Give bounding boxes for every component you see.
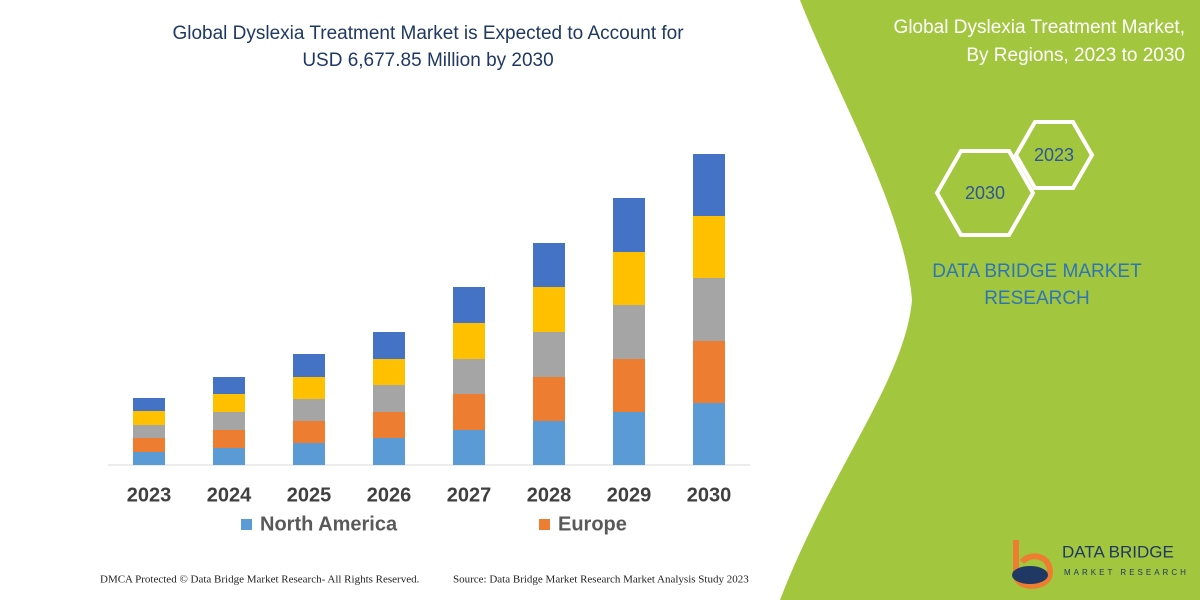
- x-tick-label: 2023: [127, 484, 172, 506]
- bar-segment: [693, 216, 725, 278]
- logo-name: DATA BRIDGE: [1062, 542, 1174, 561]
- bar-segment: [133, 398, 165, 411]
- x-tick-label: 2027: [447, 484, 492, 506]
- bar-segment: [293, 443, 325, 465]
- hexagon: [934, 149, 1036, 237]
- legend-label: North America: [260, 513, 398, 535]
- hexagon-label: 2030: [965, 183, 1005, 203]
- bar-segment: [533, 287, 565, 332]
- hexagon-label: 2023: [1034, 145, 1074, 165]
- bar-segment: [533, 243, 565, 287]
- bar-segment: [453, 323, 485, 359]
- bar-segment: [693, 154, 725, 216]
- bar-segment: [613, 359, 645, 412]
- bar-segment: [453, 394, 485, 430]
- bar-segment: [693, 341, 725, 403]
- brand-text: DATA BRIDGE MARKET: [932, 261, 1142, 282]
- bar-segment: [373, 385, 405, 412]
- bar-segment: [293, 377, 325, 399]
- legend-swatch: [241, 519, 252, 530]
- chart-title: Global Dyslexia Treatment Market is Expe…: [172, 23, 684, 44]
- logo-icon: [1012, 540, 1054, 589]
- side-title: Global Dyslexia Treatment Market,: [894, 17, 1185, 38]
- bar-segment: [293, 399, 325, 421]
- bar-segment: [373, 332, 405, 359]
- bar-segment: [453, 430, 485, 465]
- bar-segment: [453, 287, 485, 323]
- bar-segment: [133, 425, 165, 438]
- bar-segment: [533, 377, 565, 421]
- footer-copyright: DMCA Protected © Data Bridge Market Rese…: [100, 574, 420, 586]
- x-tick-label: 2025: [287, 484, 332, 506]
- bar-segment: [453, 359, 485, 394]
- side-panel-bg: [780, 0, 1200, 600]
- bar-segment: [133, 438, 165, 452]
- bar-segment: [213, 430, 245, 448]
- bar-segment: [213, 377, 245, 394]
- logo-tagline: MARKET RESEARCH: [1064, 568, 1189, 577]
- bar-segment: [613, 412, 645, 465]
- bar-segment: [693, 403, 725, 465]
- bar-segment: [213, 394, 245, 412]
- bar-segment: [373, 359, 405, 385]
- legend-swatch: [539, 519, 550, 530]
- bar-segment: [133, 411, 165, 425]
- side-title: By Regions, 2023 to 2030: [966, 45, 1185, 66]
- brand-text: RESEARCH: [984, 288, 1090, 309]
- bar-segment: [613, 198, 645, 252]
- bar-segment: [533, 332, 565, 377]
- bar-segment: [213, 412, 245, 430]
- bar-segment: [293, 354, 325, 377]
- bar-segment: [213, 448, 245, 465]
- legend-label: Europe: [558, 513, 627, 535]
- x-tick-label: 2029: [607, 484, 652, 506]
- bar-segment: [133, 452, 165, 465]
- bar-segment: [613, 305, 645, 359]
- bar-segment: [373, 438, 405, 465]
- bar-segment: [613, 252, 645, 305]
- x-tick-label: 2024: [207, 484, 252, 506]
- x-tick-label: 2028: [527, 484, 572, 506]
- bar-segment: [693, 278, 725, 341]
- bar-segment: [293, 421, 325, 443]
- chart-title: USD 6,677.85 Million by 2030: [302, 50, 553, 71]
- bar-segment: [373, 412, 405, 438]
- footer-source: Source: Data Bridge Market Research Mark…: [453, 574, 749, 586]
- bar-segment: [533, 421, 565, 465]
- hexagon: [1013, 120, 1095, 190]
- x-tick-label: 2030: [687, 484, 732, 506]
- x-tick-label: 2026: [367, 484, 412, 506]
